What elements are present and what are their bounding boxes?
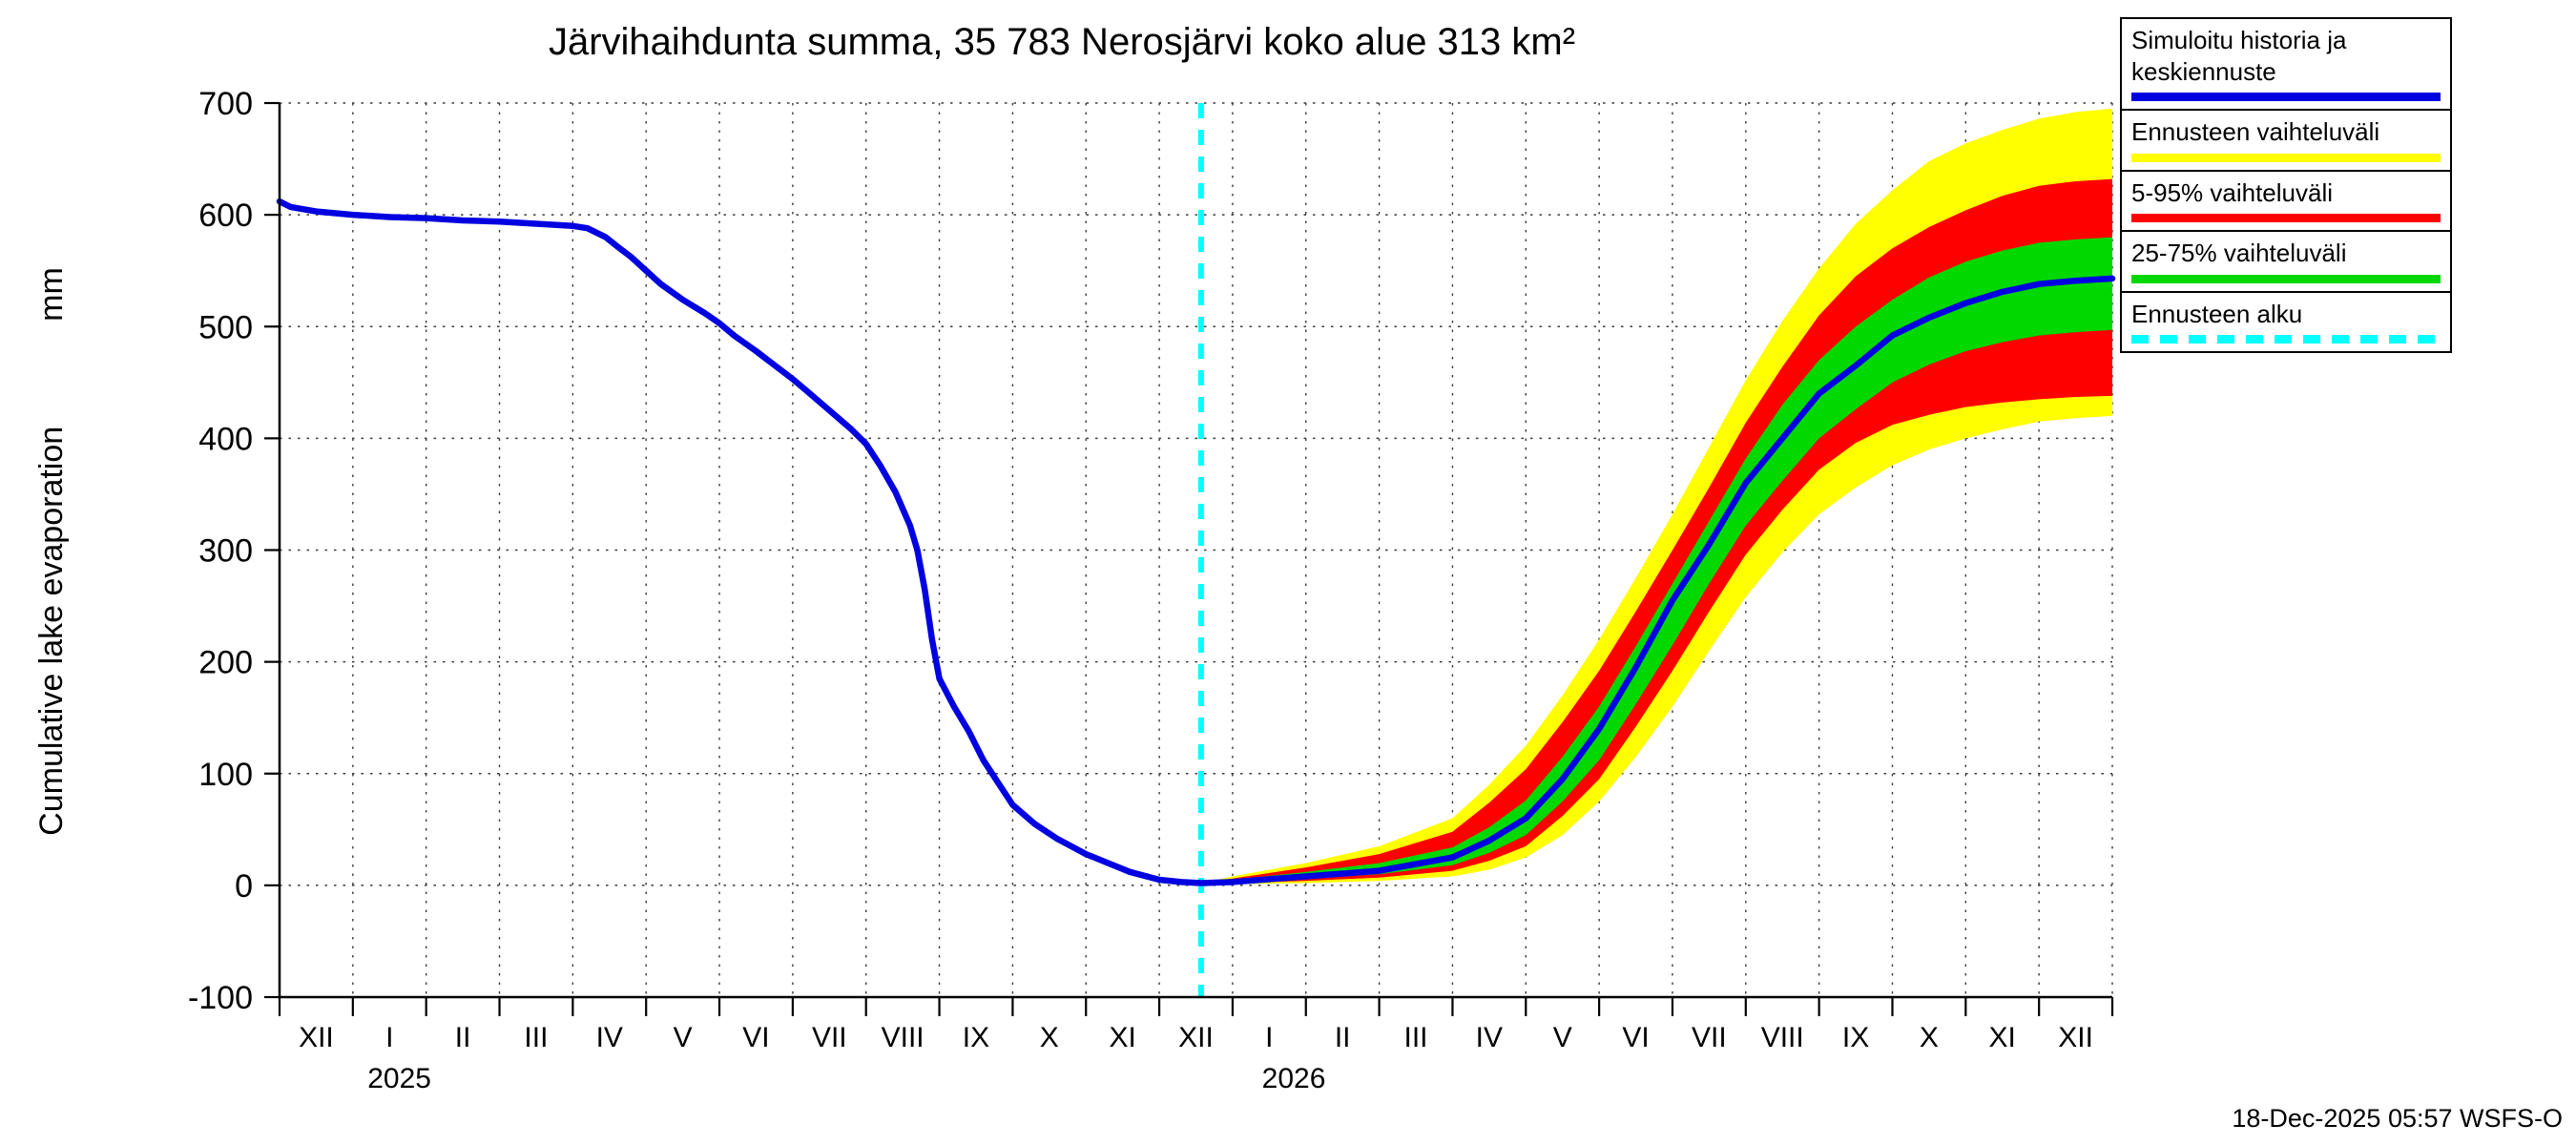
x-tick-label: VII xyxy=(812,1022,847,1053)
year-label: 2025 xyxy=(367,1063,431,1094)
y-tick-label: -100 xyxy=(188,980,253,1016)
legend-swatch-4 xyxy=(2131,335,2441,344)
x-tick-label: VI xyxy=(742,1022,769,1053)
y-tick-label: 500 xyxy=(198,309,253,345)
x-tick-label: III xyxy=(524,1022,548,1053)
x-tick-label: VIII xyxy=(1761,1022,1804,1053)
x-tick-label: XI xyxy=(1109,1022,1135,1053)
x-tick-label: V xyxy=(674,1022,693,1053)
legend-swatch-0 xyxy=(2131,93,2441,101)
y-tick-label: 200 xyxy=(198,645,253,681)
history-median-line xyxy=(276,198,2116,886)
x-tick-label: I xyxy=(1265,1022,1273,1053)
y-axis-label-text: Cumulative lake evaporation xyxy=(32,426,70,836)
legend-label: 5-95% vaihteluväli xyxy=(2131,177,2334,207)
legend-label: Simuloitu historia ja keskiennuste xyxy=(2131,26,2347,86)
x-tick-label: IX xyxy=(1842,1022,1869,1053)
x-tick-label: XII xyxy=(299,1022,334,1053)
x-tick-label: XII xyxy=(1178,1022,1214,1053)
legend-item-full-range: Ennusteen vaihteluväli xyxy=(2120,109,2452,172)
year-label: 2026 xyxy=(1262,1063,1326,1094)
x-tick-label: IV xyxy=(1476,1022,1503,1053)
legend-item-history: Simuloitu historia ja keskiennuste xyxy=(2120,17,2452,111)
x-tick-label: IX xyxy=(963,1022,989,1053)
x-tick-label: I xyxy=(385,1022,393,1053)
x-tick-label: III xyxy=(1404,1022,1428,1053)
x-tick-label: IV xyxy=(596,1022,623,1053)
x-tick-label: XI xyxy=(1989,1022,2016,1053)
y-tick-label: 600 xyxy=(198,198,253,234)
legend-swatch-1 xyxy=(2131,153,2441,162)
y-tick-label: 100 xyxy=(198,757,253,793)
legend-item-forecast-start: Ennusteen alku xyxy=(2120,290,2452,353)
y-tick-label: 700 xyxy=(198,86,253,122)
x-tick-label: V xyxy=(1553,1022,1572,1053)
x-tick-label: X xyxy=(1040,1022,1059,1053)
x-tick-label: XII xyxy=(2058,1022,2093,1053)
band-25-75 xyxy=(1200,237,2112,884)
chart-title: Järvihaihdunta summa, 35 783 Nerosjärvi … xyxy=(548,21,1576,63)
legend-item-5-95: 5-95% vaihteluväli xyxy=(2120,169,2452,232)
legend-swatch-3 xyxy=(2131,274,2441,283)
y-axis-label: Cumulative lake evaporation mm xyxy=(31,27,73,1076)
y-tick-label: 0 xyxy=(235,868,253,905)
legend-label: Ennusteen vaihteluväli xyxy=(2131,117,2380,146)
legend-label: Ennusteen alku xyxy=(2131,299,2303,328)
x-tick-label: II xyxy=(455,1022,471,1053)
y-tick-label: 400 xyxy=(198,421,253,457)
x-tick-label: X xyxy=(1920,1022,1939,1053)
legend-swatch-2 xyxy=(2131,214,2441,222)
y-tick-label: 300 xyxy=(198,533,253,570)
x-tick-label: VI xyxy=(1622,1022,1649,1053)
y-axis-unit: mm xyxy=(32,267,70,322)
legend-label: 25-75% vaihteluväli xyxy=(2131,239,2347,267)
x-tick-label: VIII xyxy=(882,1022,924,1053)
legend-item-25-75: 25-75% vaihteluväli xyxy=(2120,230,2452,293)
x-tick-label: II xyxy=(1335,1022,1351,1053)
timestamp-text: 18-Dec-2025 05:57 WSFS-O xyxy=(2232,1104,2563,1133)
legend: Simuloitu historia ja keskiennuste Ennus… xyxy=(2120,17,2452,353)
x-tick-label: VII xyxy=(1692,1022,1727,1053)
